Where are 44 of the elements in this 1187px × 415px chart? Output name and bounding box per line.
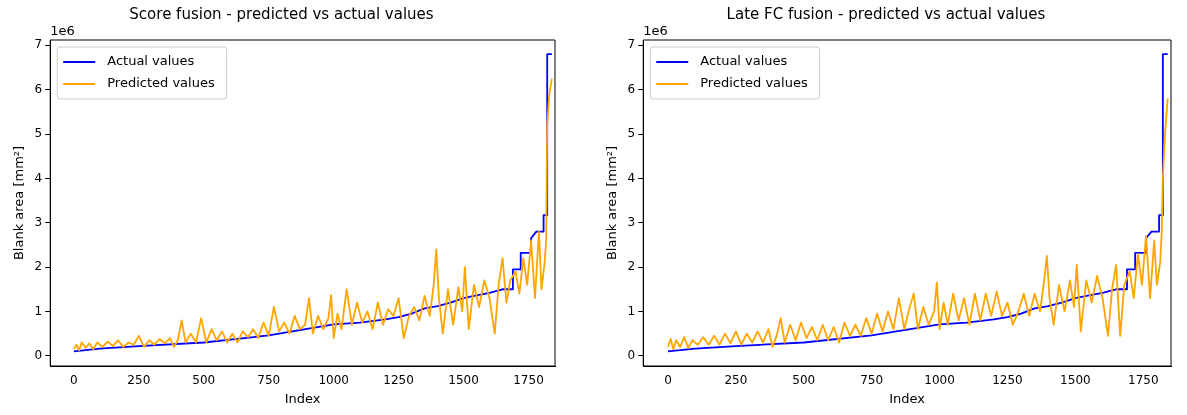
y-tick-label: 4	[627, 170, 636, 185]
x-tick-label: 0	[664, 373, 672, 388]
x-axis-title: Index	[889, 390, 926, 406]
y-axis-title: Blank area [mm²]	[11, 145, 27, 261]
y-tick-label: 4	[34, 170, 43, 185]
chart-title: Score fusion - predicted vs actual values	[129, 4, 434, 23]
y-tick-label: 5	[627, 126, 636, 141]
x-tick-label: 250	[127, 373, 151, 388]
y-tick-label: 5	[34, 126, 43, 141]
x-tick-label: 1000	[924, 373, 955, 388]
legend-label: Actual values	[700, 53, 788, 69]
y-tick-label: 1	[34, 303, 43, 318]
y-tick-label: 1	[627, 303, 636, 318]
legend-label: Predicted values	[700, 75, 808, 91]
y-tick-label: 3	[34, 214, 43, 229]
chart-title: Late FC fusion - predicted vs actual values	[726, 4, 1046, 23]
y-tick-label: 0	[34, 347, 43, 362]
x-tick-label: 1500	[1060, 373, 1091, 388]
x-tick-label: 1750	[1128, 373, 1159, 388]
y-tick-label: 0	[627, 347, 636, 362]
x-tick-label: 500	[792, 373, 816, 388]
y-tick-label: 2	[34, 259, 43, 274]
legend-label: Predicted values	[107, 75, 215, 91]
y-tick-label: 6	[627, 81, 636, 96]
x-tick-label: 1500	[448, 373, 479, 388]
y-axis-title: Blank area [mm²]	[604, 145, 620, 261]
text: 1e6	[643, 22, 668, 38]
x-tick-label: 1000	[318, 373, 349, 388]
x-tick-label: 0	[70, 373, 78, 388]
x-tick-label: 1750	[513, 373, 544, 388]
x-axis-title: Index	[284, 390, 321, 406]
legend-label: Actual values	[107, 53, 195, 69]
y-tick-label: 2	[627, 259, 636, 274]
y-tick-label: 6	[34, 81, 43, 96]
text: 1e6	[50, 22, 75, 38]
y-tick-label: 7	[34, 37, 43, 52]
x-tick-label: 1250	[992, 373, 1023, 388]
y-tick-label: 3	[627, 214, 636, 229]
x-tick-label: 750	[257, 373, 281, 388]
x-tick-label: 750	[860, 373, 884, 388]
x-tick-label: 1250	[383, 373, 414, 388]
y-tick-label: 7	[627, 37, 636, 52]
x-tick-label: 500	[192, 373, 216, 388]
x-tick-label: 250	[724, 373, 748, 388]
